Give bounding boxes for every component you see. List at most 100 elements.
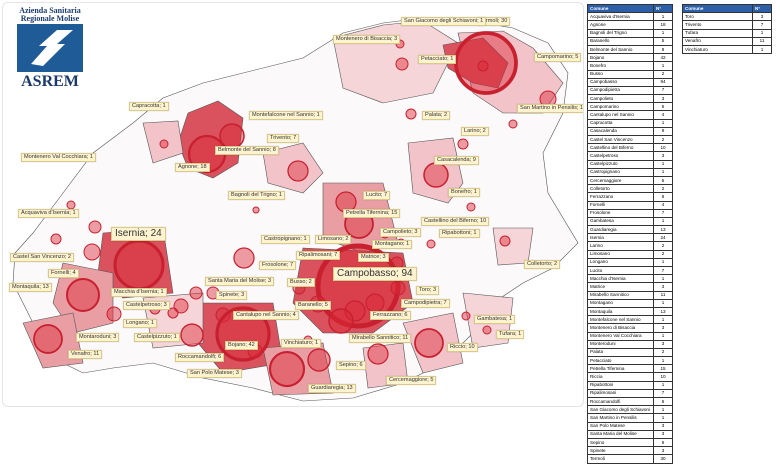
- case-bubble: [83, 243, 101, 261]
- case-bubble: [189, 286, 203, 300]
- table-row: Bonefro 1: [587, 61, 673, 71]
- comune-label: Petrella Tifernina; 15: [343, 209, 401, 218]
- comune-label: Cercemaggiore; 5: [386, 376, 437, 385]
- comune-name: Gambatesa: [587, 216, 654, 227]
- comune-label: Campolieto; 3: [380, 228, 421, 237]
- table-row: Campodipietra 7: [587, 85, 673, 96]
- case-count: 7: [653, 265, 673, 276]
- comune-label: Colletorto; 2: [524, 260, 561, 269]
- comune-label: Roccamandolfi; 6: [175, 353, 225, 362]
- case-bubble: [328, 308, 354, 334]
- table-row: Campolieto 3: [587, 94, 673, 104]
- comune-name: Campomarino: [587, 102, 654, 112]
- table-row: Castelpizzuto 1: [587, 159, 673, 169]
- comune-label: San Martino in Pensilis; 1: [517, 104, 583, 113]
- case-count: 1: [653, 356, 673, 366]
- case-bubble: [106, 306, 122, 322]
- table-row: Casacalenda 9: [587, 126, 673, 137]
- case-bubble: [482, 325, 492, 335]
- comune-name: Macchia d'Isernia: [587, 274, 654, 284]
- comune-name: Petrella Tifernina: [587, 364, 654, 374]
- table-row: Agnone 18: [587, 20, 673, 30]
- case-count: 11: [752, 36, 772, 46]
- table-row: Gambatesa 1: [587, 216, 673, 227]
- comune-name: Toro: [682, 12, 753, 22]
- case-count: 1: [653, 118, 673, 128]
- comune-label: Baranello; 5: [295, 301, 331, 310]
- comune-name: Capracotta: [587, 118, 654, 128]
- table-row: Limosano 2: [587, 249, 673, 259]
- comune-label: Campomarino; 5: [534, 53, 582, 62]
- comune-name: Monteroduni: [587, 339, 654, 349]
- case-count: 3: [653, 323, 673, 333]
- case-bubble: [113, 239, 165, 291]
- comune-label: Guardiaregia; 13: [308, 384, 356, 393]
- case-count: 1: [653, 167, 673, 177]
- table-row: Castel San Vincenzo 2: [587, 134, 673, 145]
- table-row: Montenero di Bisaccia 3: [587, 323, 673, 333]
- case-bubble: [508, 119, 518, 129]
- case-count: 2: [653, 249, 673, 259]
- comune-name: Campobasso: [587, 77, 654, 87]
- case-count: 1: [653, 159, 673, 169]
- comune-name: Frosolone: [587, 208, 654, 218]
- case-count: 7: [752, 20, 772, 30]
- case-count: 2: [653, 347, 673, 358]
- case-bubble: [426, 239, 436, 249]
- comune-name: Bonefro: [587, 61, 654, 71]
- table-row: Matrice 3: [587, 282, 673, 292]
- comune-name: Castel San Vincenzo: [587, 134, 654, 145]
- case-bubble: [252, 206, 260, 214]
- comune-name: Vinchiaturo: [682, 44, 753, 55]
- comune-name: Spinete: [587, 446, 654, 456]
- case-bubble: [66, 200, 76, 210]
- case-bubble: [477, 60, 489, 72]
- case-count: 2: [653, 69, 673, 79]
- table-row: Bagnoli del Trigno 1: [587, 28, 673, 38]
- table-row: Acquaviva d'Isernia 1: [587, 12, 673, 22]
- case-count: 7: [653, 388, 673, 399]
- comune-label: Acquaviva d'Isernia; 1: [18, 209, 79, 218]
- case-count: 3: [653, 446, 673, 456]
- case-count: 3: [653, 94, 673, 104]
- comune-label: Sepino; 6: [336, 361, 366, 370]
- comune-name: San Martino in Pensilis: [587, 413, 654, 423]
- comune-name: Santa Maria del Molise: [587, 429, 654, 439]
- case-bubble: [180, 323, 204, 347]
- case-bubble: [88, 220, 102, 234]
- table-row: Frosolone 7: [587, 208, 673, 218]
- table-row: Petacciato 1: [587, 356, 673, 366]
- table-row: Petrella Tifernina 15: [587, 364, 673, 374]
- table-row: Larino 2: [587, 241, 673, 251]
- table-row: San Martino in Pensilis 1: [587, 413, 673, 423]
- comune-name: Agnone: [587, 20, 654, 30]
- case-count: 2: [653, 134, 673, 145]
- comune-label: Gambatesa; 1: [474, 315, 516, 324]
- case-bubble: [33, 324, 63, 354]
- comune-label: Cantalupo nel Sannio; 4: [233, 311, 299, 320]
- case-count: 1: [653, 380, 673, 390]
- comune-label: Capracotta; 1: [129, 102, 169, 111]
- case-count: 8: [653, 44, 673, 55]
- case-count: 1: [653, 28, 673, 38]
- case-count: 1: [752, 28, 772, 38]
- comune-name: Campolieto: [587, 94, 654, 104]
- comune-label: Santa Maria del Molise; 3: [205, 277, 275, 286]
- table-row: Trivento 7: [682, 20, 772, 30]
- table-row: Santa Maria del Molise 3: [587, 429, 673, 439]
- col-count: N°: [653, 3, 673, 14]
- comune-name: Cercemaggiore: [587, 175, 654, 186]
- case-count: 30: [653, 454, 673, 464]
- case-count: 5: [653, 36, 673, 46]
- comune-name: Ripabottoni: [587, 380, 654, 390]
- table-row: Longano 1: [587, 257, 673, 268]
- comune-name: Baranello: [587, 36, 654, 46]
- case-count: 1: [653, 413, 673, 423]
- table-row: Vinchiaturo 1: [682, 44, 772, 55]
- case-count: 13: [653, 306, 673, 317]
- case-bubble: [405, 108, 417, 120]
- case-count: 4: [653, 110, 673, 120]
- table-row: Belmonte del Sannio 8: [587, 44, 673, 55]
- comune-label: Campodipietra; 7: [401, 299, 450, 308]
- table-row: Ripalimosani 7: [587, 388, 673, 399]
